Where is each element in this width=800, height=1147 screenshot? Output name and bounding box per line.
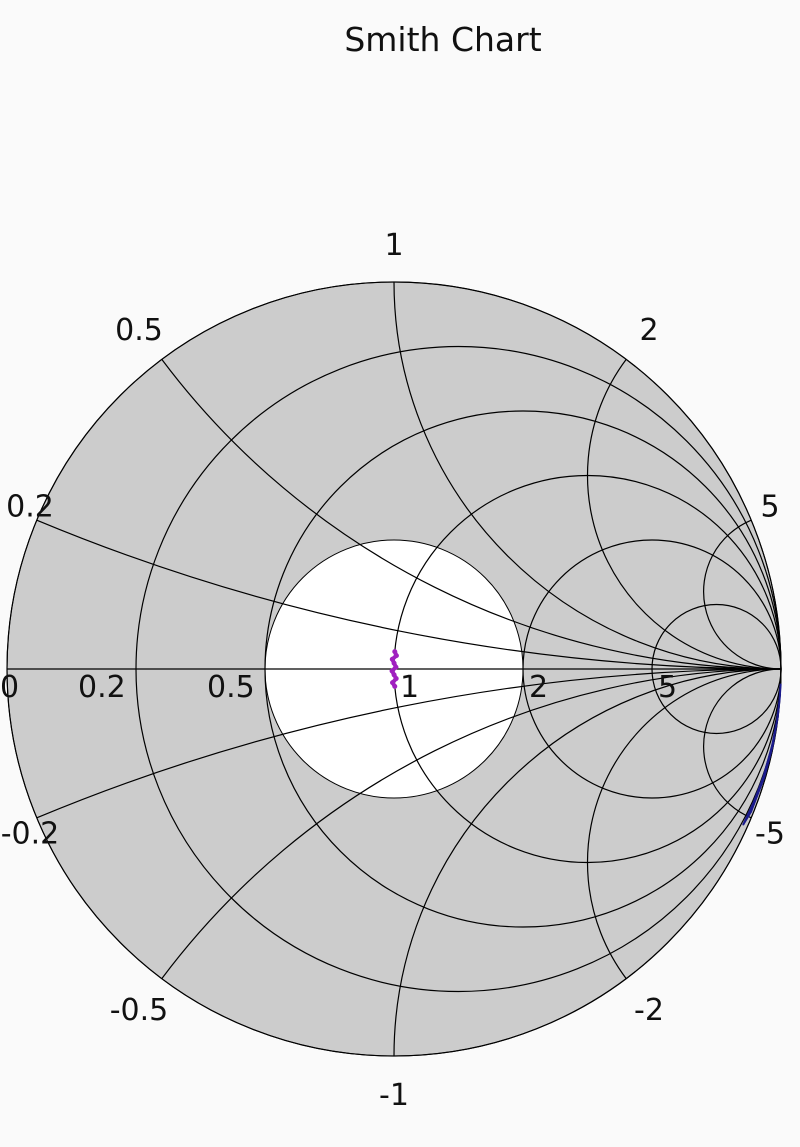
reactance-label: -0.2 <box>1 816 60 851</box>
reactance-label: -5 <box>755 816 785 851</box>
data-point <box>393 664 399 670</box>
data-point <box>391 660 397 666</box>
reactance-label: 2 <box>639 313 658 348</box>
reactance-arc <box>586 359 782 670</box>
real-axis-label: 5 <box>658 670 677 705</box>
data-point <box>779 693 782 696</box>
reactance-arc <box>393 668 782 1057</box>
data-point <box>776 719 779 722</box>
series-line <box>389 650 399 688</box>
reactance-arc <box>703 519 782 670</box>
data-point <box>763 776 766 779</box>
data-point <box>393 676 399 682</box>
reactance-label: 5 <box>760 490 779 525</box>
data-point <box>392 649 398 655</box>
chart-title: Smith Chart <box>344 20 542 59</box>
data-point <box>393 653 399 659</box>
data-point <box>392 683 398 689</box>
reactance-arc <box>393 281 782 670</box>
reactance-arc <box>703 668 782 819</box>
reactance-label: 0.2 <box>6 490 54 525</box>
data-point <box>391 672 397 678</box>
reactance-arc <box>161 359 782 670</box>
data-point <box>752 802 755 805</box>
real-axis-label: 0.5 <box>207 670 255 705</box>
reactance-arc <box>586 668 782 979</box>
data-point <box>742 823 745 826</box>
reactance-arc <box>161 668 782 979</box>
data-point <box>750 810 753 813</box>
data-point <box>390 680 396 686</box>
reactance-label: 0.5 <box>115 313 163 348</box>
data-point <box>778 698 781 701</box>
data-point <box>389 656 395 662</box>
reactance-arc <box>36 668 782 819</box>
reactance-label: -2 <box>634 993 664 1028</box>
real-axis-label: 1 <box>400 670 419 705</box>
real-axis-label: 2 <box>529 670 548 705</box>
reactance-label: -1 <box>379 1078 409 1113</box>
data-point <box>389 668 395 674</box>
data-point <box>771 744 774 747</box>
data-point <box>776 716 779 719</box>
real-axis-label: 0 <box>0 670 19 705</box>
reactance-arc <box>36 519 782 670</box>
reactance-label: -0.5 <box>110 993 169 1028</box>
real-axis-label: 0.2 <box>78 670 126 705</box>
data-point <box>779 683 782 686</box>
reactance-label: 1 <box>384 228 403 263</box>
